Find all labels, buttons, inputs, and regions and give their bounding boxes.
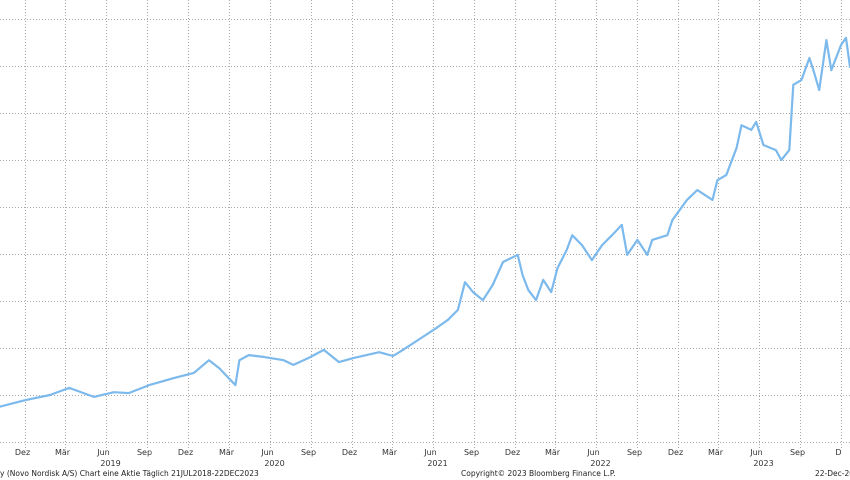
x-tick-label: Jun	[586, 448, 600, 457]
chart-date: 22-Dec-2023	[815, 469, 850, 478]
x-year-label: 2019	[100, 459, 120, 468]
x-tick-label: Dez	[15, 448, 30, 457]
x-tick-label: Jun	[260, 448, 274, 457]
copyright-text: Copyright© 2023 Bloomberg Finance L.P.	[461, 469, 616, 478]
x-tick-label: Dez	[505, 448, 520, 457]
chart-description: y (Novo Nordisk A/S) Chart eine Aktie Tä…	[0, 469, 259, 478]
x-tick-label: Dez	[342, 448, 357, 457]
grid	[0, 0, 850, 448]
x-tick-label: Mär	[55, 448, 71, 457]
x-tick-label: D	[835, 448, 841, 457]
series-group	[0, 36, 850, 408]
x-year-label: 2023	[753, 459, 773, 468]
x-year-label: 2020	[264, 459, 284, 468]
x-tick-label: Jun	[96, 448, 110, 457]
x-tick-label: Mär	[708, 448, 724, 457]
x-tick-label: Dez	[668, 448, 683, 457]
x-tick-label: Mär	[545, 448, 561, 457]
x-axis: Dez Mär Jun 2019 Sep Dez Mär Jun 2020 Sep Dez Mär Ju…	[15, 448, 842, 468]
price-line	[0, 36, 850, 408]
x-tick-label: Jun	[749, 448, 763, 457]
x-tick-label: Sep	[137, 448, 152, 457]
x-year-label: 2022	[590, 459, 610, 468]
x-tick-label: Dez	[178, 448, 193, 457]
x-year-label: 2021	[427, 459, 447, 468]
x-tick-label: Sep	[301, 448, 316, 457]
x-tick-label: Mär	[382, 448, 398, 457]
x-tick-label: Jun	[423, 448, 437, 457]
x-tick-label: Sep	[464, 448, 479, 457]
x-tick-label: Sep	[627, 448, 642, 457]
x-tick-label: Mär	[219, 448, 235, 457]
x-tick-label: Sep	[790, 448, 805, 457]
